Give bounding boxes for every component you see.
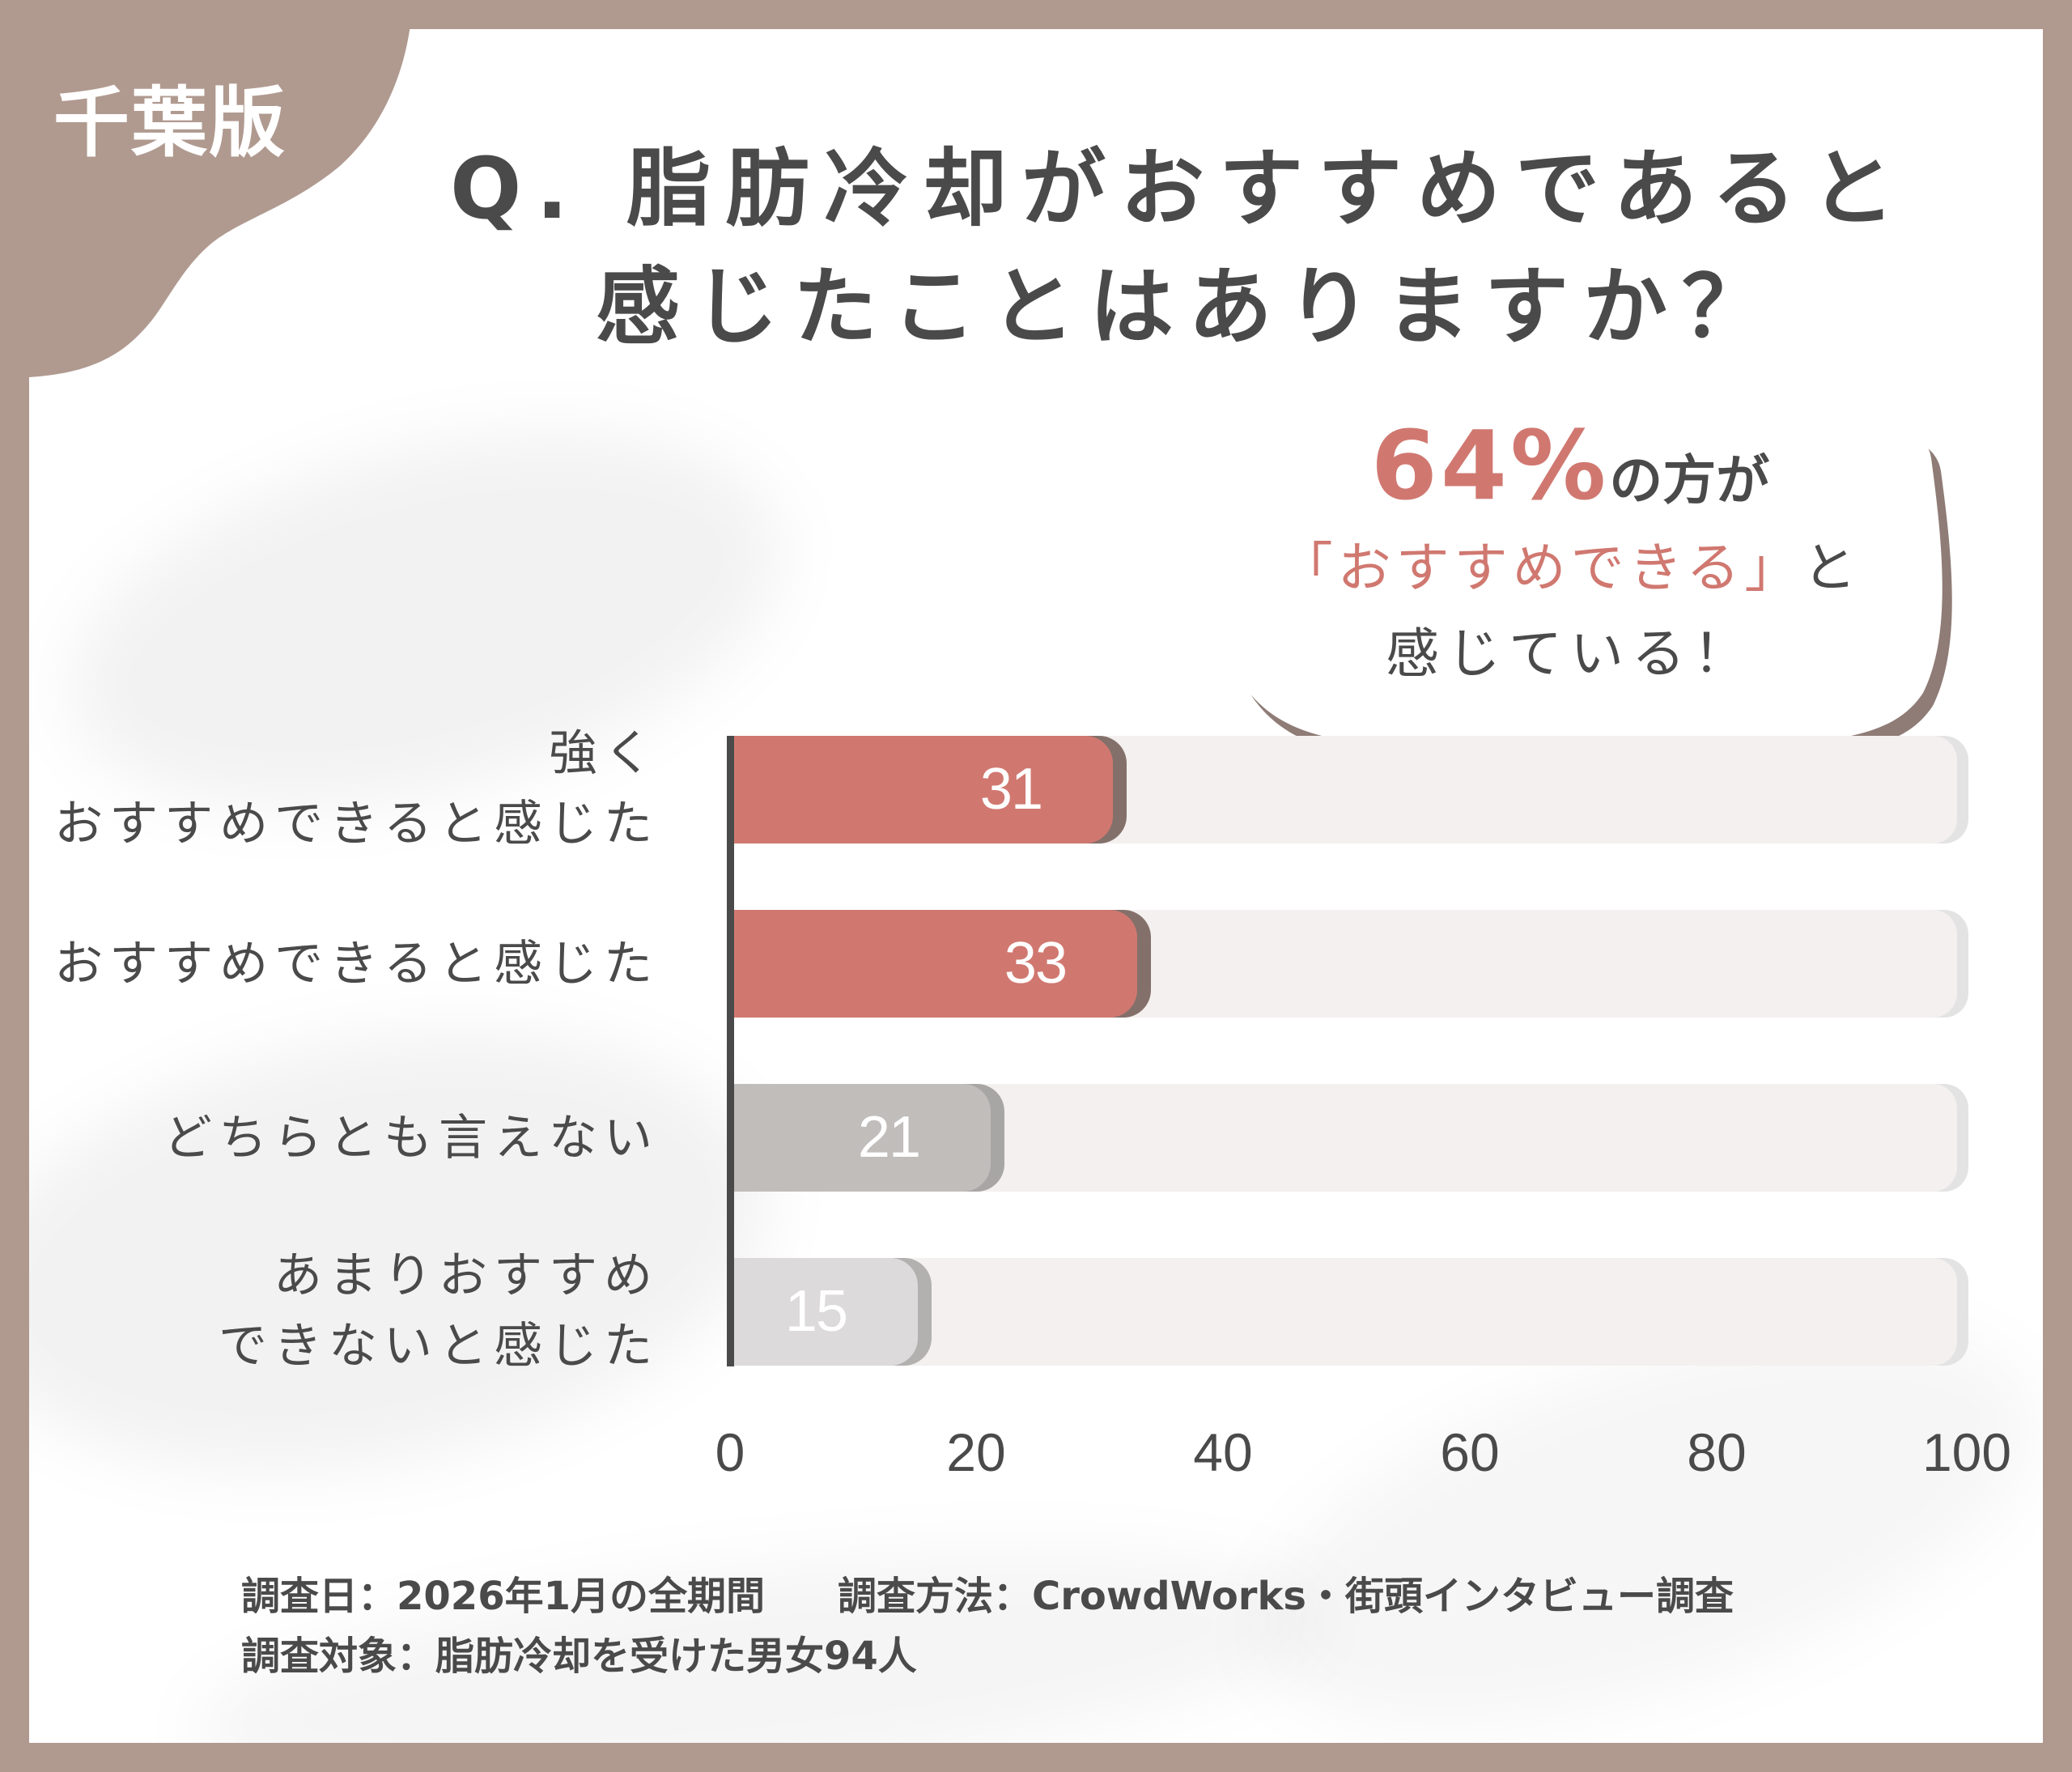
region-badge: 千葉版	[53, 79, 287, 168]
y-axis-line	[727, 736, 734, 1366]
x-tick: 20	[946, 1422, 1006, 1482]
bar-recommend: 33	[734, 910, 1137, 1018]
infographic-card: 千葉版 Q. 脂肪冷却がおすすめであると 感じたことはありますか？ 64%の方が…	[29, 29, 2043, 1743]
survey-date: 調査日：2026年1月の全期間	[241, 1574, 765, 1619]
bar-not-recommend: 15	[734, 1258, 918, 1366]
bar-value: 15	[784, 1279, 848, 1344]
callout-line3: 感じている！	[1386, 623, 1755, 685]
survey-info-line1: 調査日：2026年1月の全期間 調査方法：CrowdWorks・街頭インタビュー調…	[241, 1564, 1734, 1621]
bar-value: 33	[1004, 931, 1068, 996]
callout-percent: 64%	[1370, 410, 1610, 521]
speech-bubble	[1215, 391, 1952, 801]
bar-strongly-recommend: 31	[734, 736, 1113, 844]
x-tick: 0	[715, 1422, 745, 1482]
x-tick: 40	[1193, 1422, 1253, 1482]
callout-quote: おすすめできる	[1337, 537, 1745, 599]
bar-track	[734, 1258, 1957, 1366]
badge-blob-shape	[29, 29, 410, 377]
bar-neutral: 21	[734, 1084, 991, 1192]
x-tick: 60	[1440, 1422, 1500, 1482]
category-label: あまりおすすめ できないと感じた	[219, 1247, 659, 1375]
x-tick: 80	[1687, 1422, 1747, 1482]
bar-value: 31	[979, 757, 1043, 822]
survey-method: 調査方法：CrowdWorks・街頭インタビュー調査	[838, 1574, 1734, 1619]
category-label: 強く おすすめできると感じた	[54, 725, 659, 852]
bar-value: 21	[857, 1105, 921, 1170]
question-title-line1: Q. 脂肪冷却がおすすめであると	[450, 139, 1910, 238]
survey-info-line2: 調査対象：脂肪冷却を受けた男女94人	[241, 1634, 917, 1679]
question-title-line2: 感じたことはありますか？	[596, 257, 1781, 356]
callout-line2: 「おすすめできる」と	[1279, 537, 1862, 599]
callout-line1: 64%の方が	[1370, 410, 1770, 521]
x-tick: 100	[1921, 1422, 2012, 1482]
category-label: おすすめできると感じた	[54, 936, 659, 992]
category-label: どちらとも言えない	[163, 1110, 659, 1166]
